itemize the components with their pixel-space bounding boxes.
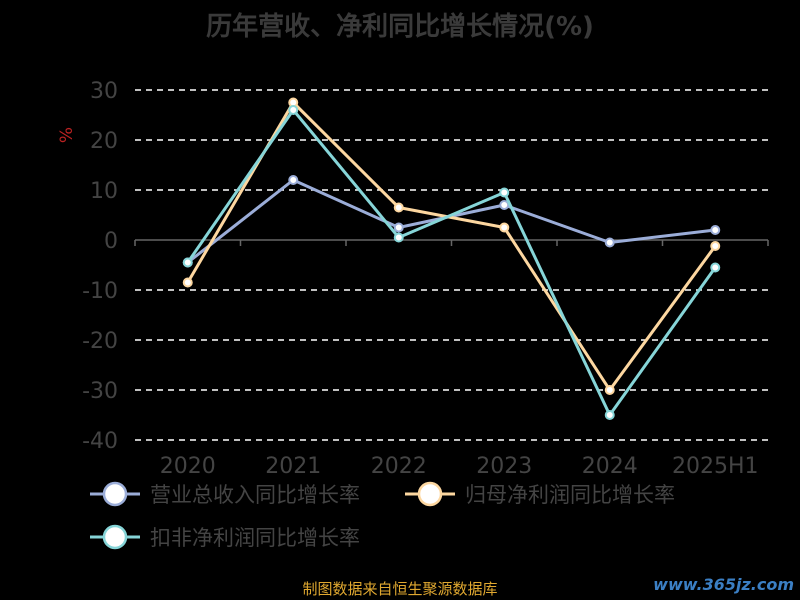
data-point [182, 277, 193, 288]
y-tick-label: 20 [90, 129, 118, 154]
y-tick-label: 10 [90, 179, 118, 204]
data-point [499, 222, 510, 233]
x-tick-label: 2023 [476, 454, 532, 479]
y-tick-label: 0 [104, 229, 118, 254]
data-point [604, 410, 615, 420]
data-point [393, 232, 404, 243]
legend-marker [102, 524, 128, 550]
x-tick-label: 2024 [582, 454, 638, 479]
watermark: www.365jz.com [653, 575, 794, 594]
y-axis-label: % [57, 127, 77, 143]
data-point [604, 385, 615, 395]
y-tick-label: -30 [82, 379, 118, 404]
data-point [393, 222, 404, 233]
legend-label: 归母净利润同比增长率 [465, 483, 675, 507]
data-point [393, 202, 404, 213]
legend-marker [102, 481, 128, 507]
source-note: 制图数据来自恒生聚源数据库 [302, 580, 498, 598]
y-tick-label: -20 [82, 329, 118, 354]
legend-label: 扣非净利润同比增长率 [150, 526, 360, 550]
data-point [499, 187, 510, 198]
series-line [186, 101, 717, 392]
x-tick-label: 2025H1 [672, 454, 759, 479]
series-line [186, 178, 716, 264]
data-point [288, 175, 299, 185]
legend-marker [417, 481, 443, 507]
y-tick-label: -40 [82, 429, 118, 454]
data-point [710, 225, 721, 235]
data-point [710, 241, 721, 251]
series-line [186, 108, 717, 417]
y-tick-label: -10 [82, 279, 118, 304]
data-point [499, 200, 510, 210]
data-point [604, 237, 615, 248]
x-tick-label: 2022 [371, 454, 427, 479]
data-point [288, 105, 299, 115]
data-point [710, 262, 721, 273]
legend-label: 营业总收入同比增长率 [150, 483, 360, 507]
x-tick-label: 2020 [160, 454, 216, 479]
x-tick-label: 2021 [265, 454, 321, 479]
data-point [182, 257, 193, 268]
chart-title: 历年营收、净利同比增长情况(%) [206, 12, 594, 42]
y-tick-label: 30 [90, 79, 118, 104]
